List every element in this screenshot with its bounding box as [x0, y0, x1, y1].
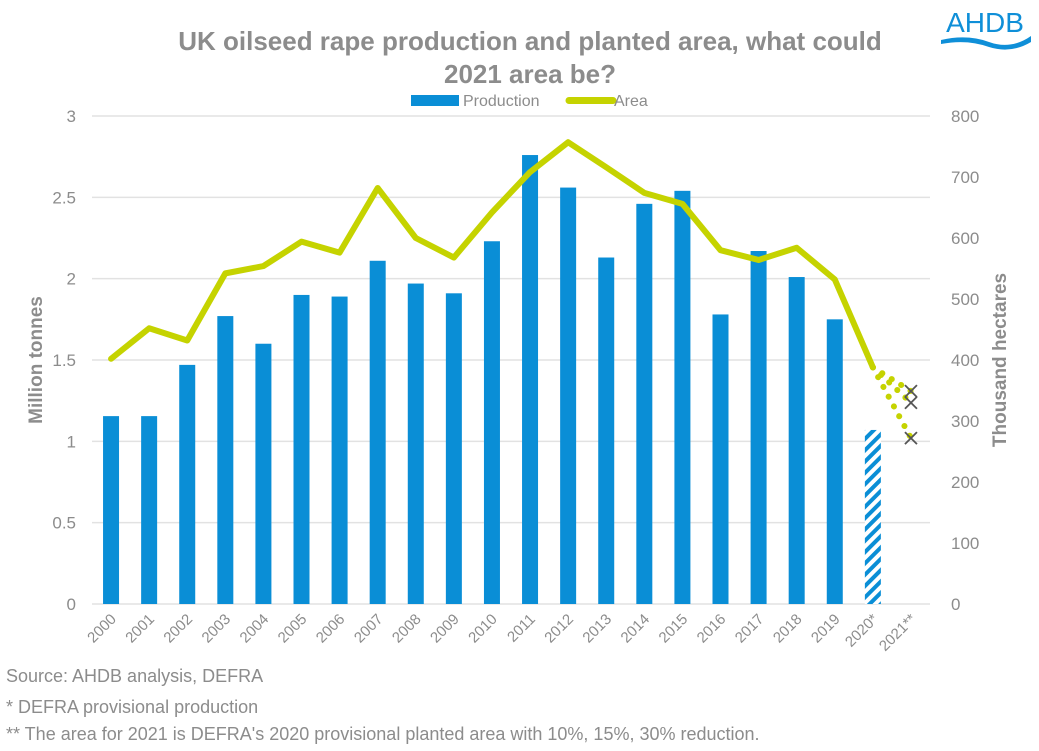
production-bar: [217, 316, 234, 604]
x-tick-label: 2015: [656, 611, 692, 647]
left-axis-label: Million tonnes: [26, 296, 47, 424]
production-bar: [522, 155, 539, 605]
left-tick-label: 1: [67, 432, 76, 451]
ahdb-logo: AHDB: [937, 6, 1033, 52]
projection-dotted-line: [869, 364, 914, 395]
area-line: [108, 139, 876, 371]
production-bar: [293, 294, 310, 604]
legend-label-production: Production: [463, 93, 540, 110]
source-note: Source: AHDB analysis, DEFRA: [6, 666, 264, 686]
footnote-provisional: * DEFRA provisional production: [6, 697, 259, 717]
legend-swatch-production: [411, 95, 459, 106]
projection-x-marker: [904, 396, 918, 410]
x-tick-label: 2017: [732, 611, 768, 647]
x-tick-label: 2021**: [876, 611, 920, 655]
x-tick-label: 2019: [808, 611, 844, 647]
chart-title: UK oilseed rape production and planted a…: [100, 25, 960, 91]
legend-label-area: Area: [614, 93, 648, 110]
production-bar: [864, 429, 881, 604]
x-tick-label: 2007: [351, 611, 387, 647]
x-tick-label: 2003: [199, 611, 235, 647]
x-tick-label: 2001: [122, 611, 158, 647]
x-marker-stroke: [904, 396, 918, 410]
x-marker-stroke: [904, 384, 918, 398]
right-tick-label: 500: [951, 290, 979, 309]
x-axis-ticks: 2000 2001 2002 2003 2004 2005 2006 2007 2008 2009…: [84, 611, 920, 655]
production-bar: [445, 293, 462, 604]
x-tick-label: 2013: [579, 611, 615, 647]
x-tick-label: 2010: [465, 611, 501, 647]
x-tick-label: 2012: [541, 611, 577, 647]
right-axis-ticks: 0 100 200 300 400 500 600 700 800: [951, 107, 979, 614]
right-tick-label: 100: [951, 534, 979, 553]
left-tick-label: 3: [67, 107, 76, 126]
right-tick-label: 300: [951, 412, 979, 431]
projection-dotted-line: [869, 364, 914, 406]
x-tick-label: 2004: [237, 611, 273, 647]
chart-title-line-1: UK oilseed rape production and planted a…: [178, 26, 882, 56]
chart-title-line-2: 2021 area be?: [443, 59, 616, 89]
x-tick-label: 2016: [694, 611, 730, 647]
production-bar: [407, 283, 424, 604]
x-tick-label: 2014: [618, 611, 654, 647]
projection-dotted-line: [869, 364, 914, 442]
right-tick-label: 700: [951, 168, 979, 187]
left-tick-label: 2: [67, 270, 76, 289]
production-bar: [255, 343, 272, 604]
production-bar: [636, 203, 653, 604]
right-tick-label: 0: [951, 595, 960, 614]
production-bar: [331, 296, 348, 604]
production-bar: [598, 257, 615, 604]
left-tick-label: 1.5: [52, 351, 76, 370]
x-tick-label: 2011: [504, 611, 539, 646]
x-tick-label: 2006: [313, 611, 349, 647]
production-bar: [560, 187, 577, 604]
production-bar: [179, 364, 196, 604]
logo-wave-icon: [941, 36, 1031, 50]
left-tick-label: 0.5: [52, 514, 76, 533]
left-tick-label: 2.5: [52, 188, 76, 207]
left-axis-ticks: 0 0.5 1 1.5 2 2.5 3: [52, 107, 76, 614]
right-tick-label: 800: [951, 107, 979, 126]
x-tick-label: 2020*: [842, 611, 882, 651]
production-bar: [674, 190, 691, 604]
x-tick-label: 2005: [275, 611, 311, 647]
production-bar: [826, 319, 843, 604]
x-tick-label: 2009: [427, 611, 463, 647]
legend: Production Area: [411, 93, 648, 110]
projection-x-marker: [904, 384, 918, 398]
projections-2021: [869, 364, 918, 445]
production-bar: [483, 241, 500, 604]
left-tick-label: 0: [67, 595, 76, 614]
right-axis-label: Thousand hectares: [990, 273, 1011, 447]
projection-x-marker: [904, 431, 918, 445]
x-tick-label: 2002: [160, 611, 196, 647]
production-bar: [712, 314, 729, 604]
x-marker-stroke: [904, 431, 918, 445]
production-bar: [369, 260, 386, 604]
production-bar: [141, 416, 158, 604]
x-tick-label: 2000: [84, 611, 120, 647]
right-tick-label: 200: [951, 473, 979, 492]
production-bars: [103, 155, 881, 605]
footnote-2021-area: ** The area for 2021 is DEFRA's 2020 pro…: [6, 724, 760, 744]
x-tick-label: 2008: [389, 611, 425, 647]
production-bar: [750, 251, 767, 604]
production-bar: [788, 277, 805, 604]
x-tick-label: 2018: [770, 611, 806, 647]
right-tick-label: 400: [951, 351, 979, 370]
logo-text: AHDB: [946, 7, 1024, 38]
production-bar: [103, 416, 120, 604]
right-tick-label: 600: [951, 229, 979, 248]
